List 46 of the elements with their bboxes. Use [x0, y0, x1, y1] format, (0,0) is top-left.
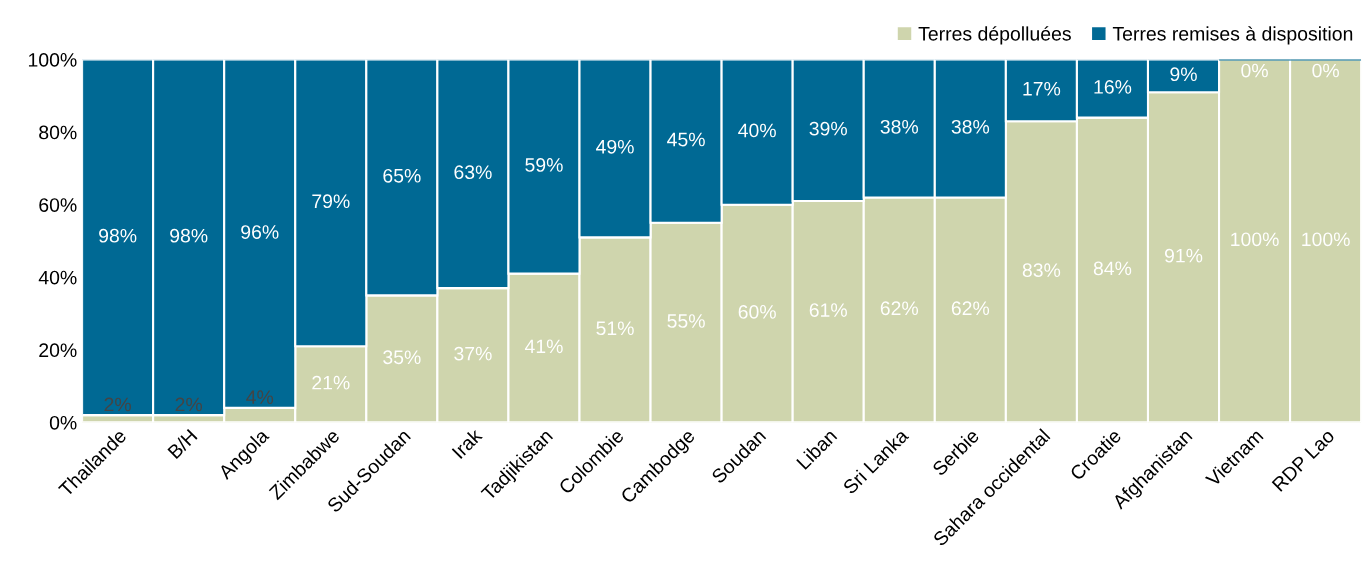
data-label: 91% — [1164, 248, 1203, 263]
data-label: 35% — [383, 350, 421, 365]
y-tick-label: 20% — [39, 343, 77, 358]
data-label: 79% — [312, 194, 350, 209]
data-label: 39% — [809, 121, 847, 136]
legend-label: Terres dépolluées — [918, 26, 1071, 45]
legend-label: Terres remises à disposition — [1112, 26, 1353, 45]
data-label: 62% — [951, 301, 990, 316]
data-label: 2% — [104, 397, 131, 412]
data-label: 62% — [880, 301, 919, 316]
y-tick-label: 0% — [49, 415, 77, 430]
data-label: 51% — [596, 321, 634, 336]
data-label: 41% — [524, 339, 563, 354]
data-label: 17% — [1023, 81, 1061, 96]
data-label: 98% — [99, 228, 137, 243]
data-label: 0% — [1241, 63, 1268, 78]
data-label: 40% — [738, 123, 776, 138]
data-label: 100% — [1302, 232, 1350, 247]
data-label: 96% — [241, 225, 279, 239]
data-label: 2% — [175, 397, 203, 412]
data-label: 98% — [170, 228, 208, 243]
data-label: 49% — [596, 139, 634, 154]
data-label: 59% — [525, 158, 563, 172]
data-label: 4% — [246, 390, 274, 404]
y-tick-label: 80% — [39, 125, 77, 140]
x-tick-label: Irak — [451, 427, 484, 460]
data-label: 0% — [1312, 63, 1339, 78]
data-label: 63% — [454, 165, 492, 180]
data-label: 45% — [667, 132, 705, 147]
data-label: 37% — [454, 346, 492, 361]
data-label: 21% — [312, 375, 350, 390]
data-label: 38% — [951, 119, 990, 134]
data-label: 83% — [1022, 263, 1061, 278]
data-label: 100% — [1231, 232, 1279, 247]
data-label: 84% — [1093, 261, 1132, 276]
data-label: 61% — [809, 303, 847, 317]
data-label: 9% — [1170, 67, 1197, 82]
y-tick-label: 100% — [28, 53, 77, 67]
data-label: 60% — [738, 305, 776, 319]
y-tick-label: 60% — [39, 198, 77, 212]
data-label: 38% — [880, 119, 919, 134]
data-label: 65% — [383, 168, 421, 183]
data-label: 55% — [667, 314, 705, 328]
x-tick-label: B/H — [166, 428, 198, 460]
data-label: 16% — [1094, 80, 1132, 94]
y-tick-label: 40% — [38, 270, 77, 285]
